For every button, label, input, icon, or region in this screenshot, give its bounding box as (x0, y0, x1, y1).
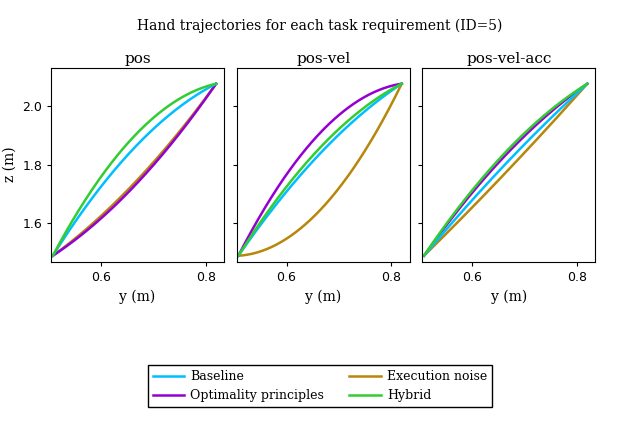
Title: pos-vel: pos-vel (296, 52, 350, 66)
X-axis label: y (m): y (m) (491, 289, 527, 303)
Title: pos: pos (124, 52, 151, 66)
Y-axis label: z (m): z (m) (3, 147, 17, 182)
Legend: Baseline, Optimality principles, Execution noise, Hybrid: Baseline, Optimality principles, Executi… (148, 365, 492, 407)
X-axis label: y (m): y (m) (305, 289, 341, 303)
Title: pos-vel-acc: pos-vel-acc (466, 52, 552, 66)
Text: Hand trajectories for each task requirement (ID=5): Hand trajectories for each task requirem… (138, 19, 502, 33)
X-axis label: y (m): y (m) (120, 289, 156, 303)
